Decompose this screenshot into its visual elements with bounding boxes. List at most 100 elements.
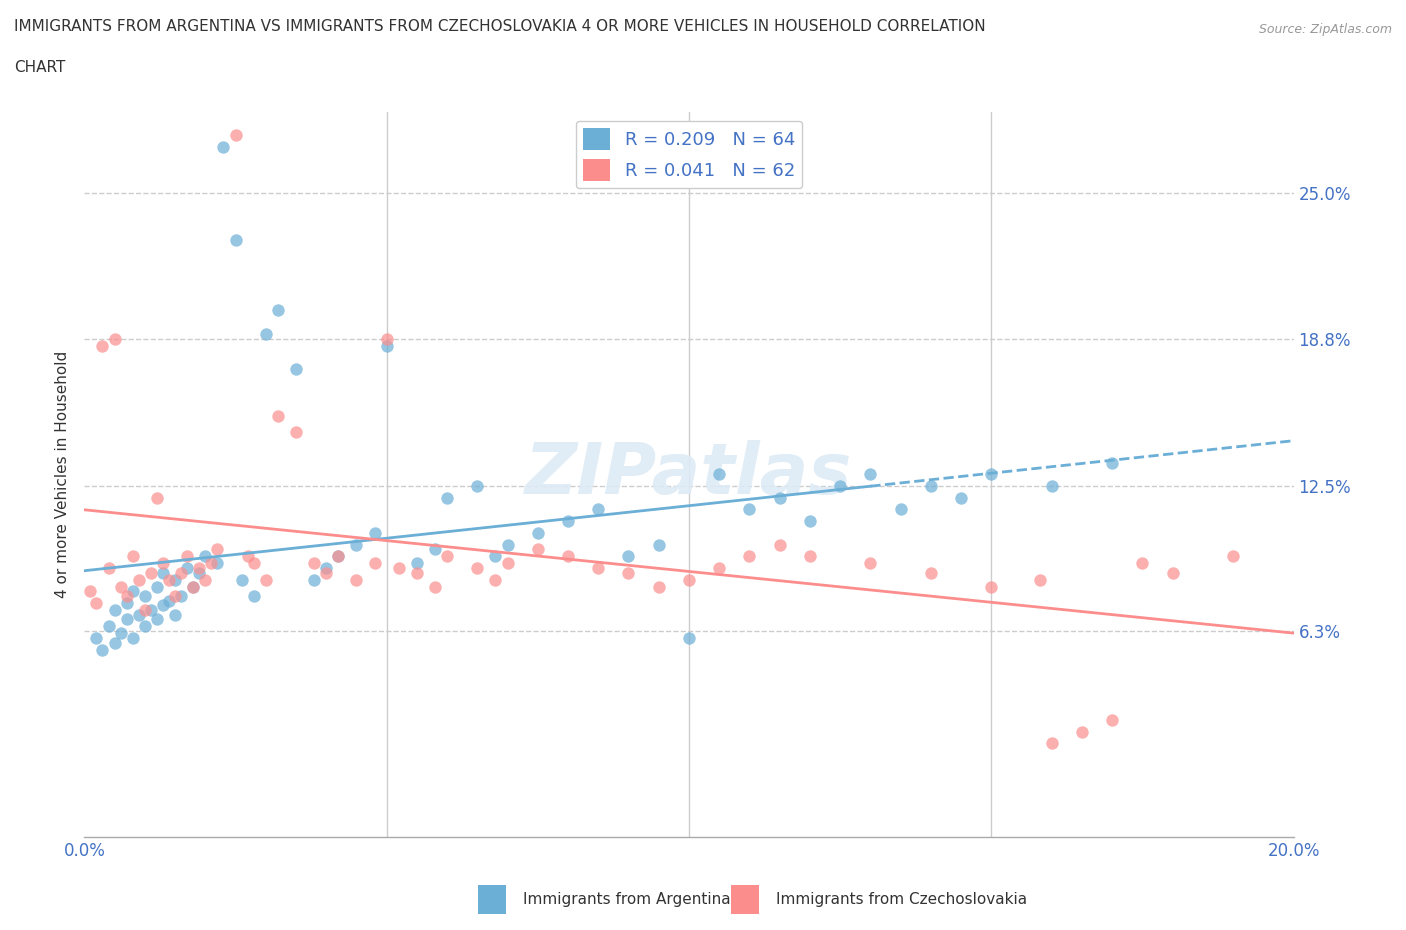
Point xyxy=(302,572,325,587)
Point xyxy=(375,331,398,346)
Legend: R = 0.209   N = 64, R = 0.041   N = 62: R = 0.209 N = 64, R = 0.041 N = 62 xyxy=(576,121,801,188)
Point xyxy=(152,556,174,571)
Point xyxy=(79,584,101,599)
Point xyxy=(557,513,579,528)
Point xyxy=(128,607,150,622)
Point xyxy=(496,537,519,551)
Point xyxy=(423,542,446,557)
Point xyxy=(484,549,506,564)
Point xyxy=(212,140,235,154)
Point xyxy=(830,479,852,494)
Point xyxy=(799,549,821,564)
Point xyxy=(346,572,368,587)
Point xyxy=(799,513,821,528)
Point xyxy=(285,425,308,440)
Point xyxy=(648,537,671,551)
Point xyxy=(176,561,198,576)
Point xyxy=(104,635,127,650)
Point xyxy=(188,565,211,580)
Point xyxy=(436,490,458,505)
Point xyxy=(207,542,229,557)
Point xyxy=(165,607,187,622)
Point xyxy=(1101,712,1123,727)
Point xyxy=(617,565,640,580)
Point xyxy=(1071,724,1094,739)
Point xyxy=(617,549,640,564)
Point xyxy=(181,579,204,594)
Point xyxy=(176,549,198,564)
Point xyxy=(152,598,174,613)
Point xyxy=(406,565,429,580)
Point xyxy=(139,565,162,580)
Point xyxy=(134,603,156,618)
Point xyxy=(91,339,114,353)
Point xyxy=(678,572,700,587)
FancyBboxPatch shape xyxy=(478,885,506,914)
Point xyxy=(236,549,259,564)
Point xyxy=(86,631,108,645)
Point xyxy=(920,479,942,494)
Point xyxy=(1101,455,1123,470)
Point xyxy=(769,537,792,551)
Point xyxy=(709,561,731,576)
Point xyxy=(980,467,1002,482)
Point xyxy=(328,549,350,564)
Point xyxy=(980,579,1002,594)
Point xyxy=(104,603,127,618)
Point xyxy=(1028,572,1050,587)
Point xyxy=(375,339,398,353)
Text: IMMIGRANTS FROM ARGENTINA VS IMMIGRANTS FROM CZECHOSLOVAKIA 4 OR MORE VEHICLES I: IMMIGRANTS FROM ARGENTINA VS IMMIGRANTS … xyxy=(14,19,986,33)
Point xyxy=(859,556,882,571)
Point xyxy=(1130,556,1153,571)
Point xyxy=(302,556,325,571)
Point xyxy=(165,589,187,604)
Point xyxy=(110,626,132,641)
Point xyxy=(709,467,731,482)
Point xyxy=(1222,549,1244,564)
Point xyxy=(181,579,204,594)
Point xyxy=(121,549,143,564)
Point xyxy=(152,565,174,580)
Point xyxy=(97,619,120,634)
Point xyxy=(328,549,350,564)
Point xyxy=(212,69,235,84)
Point xyxy=(242,556,264,571)
Point xyxy=(484,572,506,587)
Point xyxy=(950,490,973,505)
FancyBboxPatch shape xyxy=(731,885,759,914)
Point xyxy=(146,490,169,505)
Point xyxy=(467,479,489,494)
Point xyxy=(157,572,180,587)
Point xyxy=(738,549,761,564)
Point xyxy=(146,612,169,627)
Point xyxy=(527,542,550,557)
Point xyxy=(678,631,700,645)
Point xyxy=(242,589,264,604)
Point xyxy=(406,556,429,571)
Point xyxy=(436,549,458,564)
Point xyxy=(91,643,114,658)
Point xyxy=(423,579,446,594)
Point xyxy=(920,565,942,580)
Point xyxy=(146,579,169,594)
Point xyxy=(557,549,579,564)
Point xyxy=(115,612,138,627)
Point xyxy=(165,572,187,587)
Point xyxy=(588,561,610,576)
Point xyxy=(121,584,143,599)
Point xyxy=(86,595,108,610)
Point xyxy=(254,326,277,341)
Point xyxy=(267,408,290,423)
Point xyxy=(648,579,671,594)
Point xyxy=(110,579,132,594)
Point xyxy=(188,561,211,576)
Point xyxy=(207,556,229,571)
Text: Immigrants from Czechoslovakia: Immigrants from Czechoslovakia xyxy=(776,892,1028,908)
Point xyxy=(170,589,193,604)
Point xyxy=(115,595,138,610)
Point xyxy=(363,556,385,571)
Text: ZIPatlas: ZIPatlas xyxy=(526,440,852,509)
Point xyxy=(194,572,217,587)
Point xyxy=(859,467,882,482)
Point xyxy=(1040,479,1063,494)
